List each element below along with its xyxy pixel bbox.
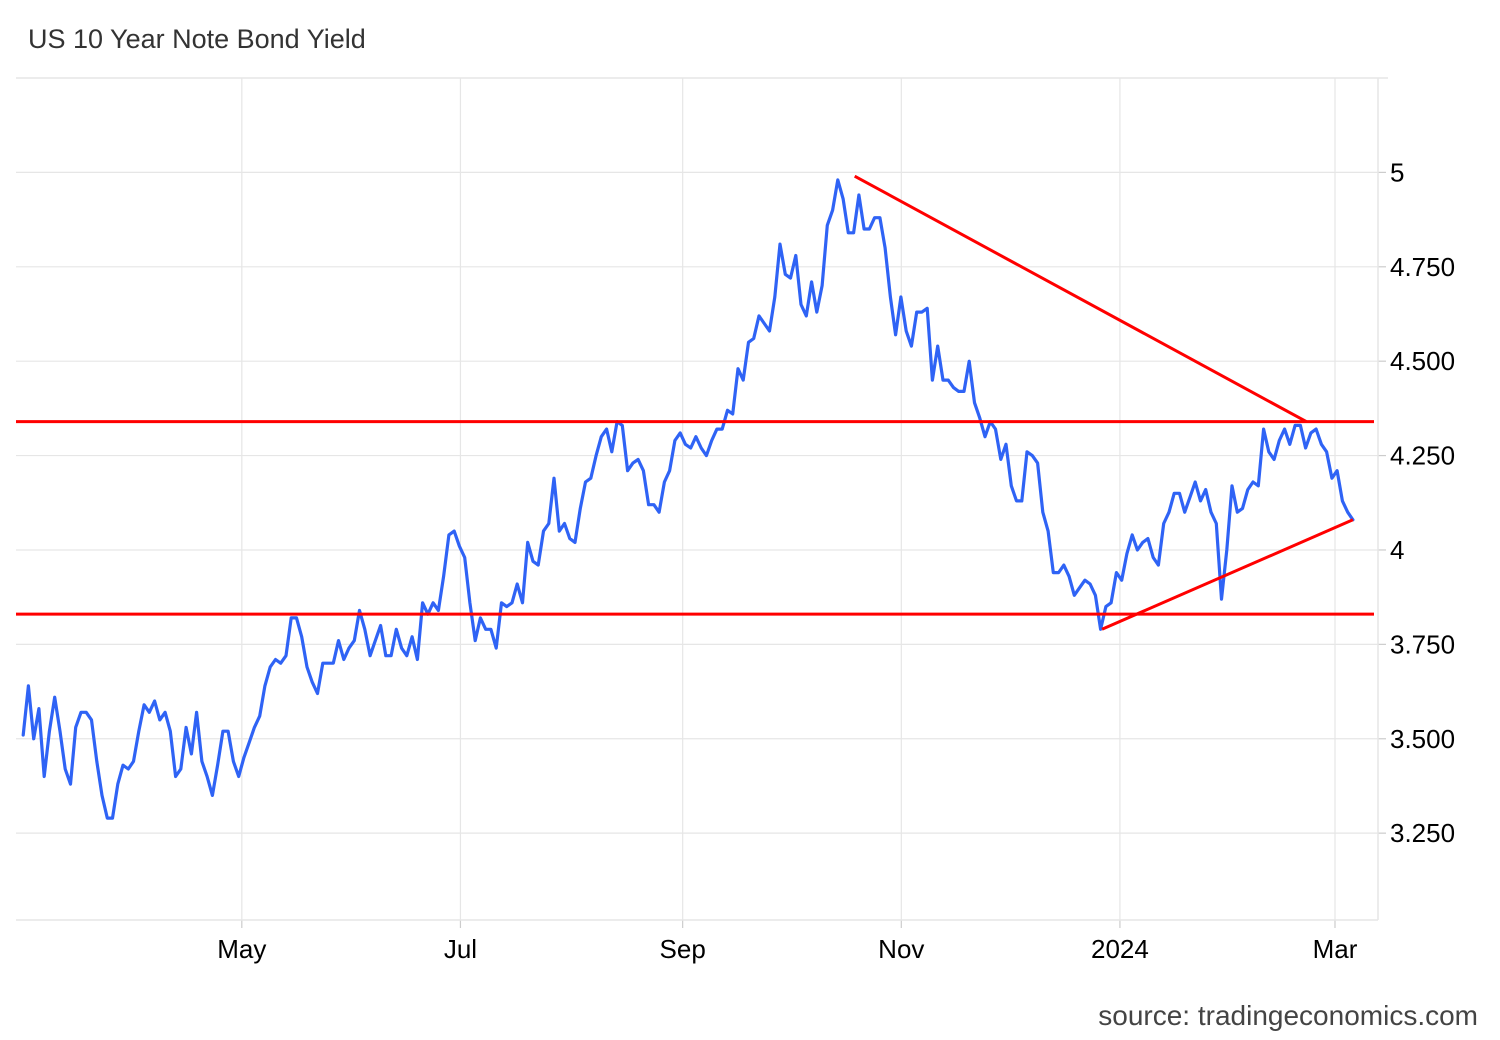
- yield-series-line: [21, 178, 1355, 820]
- gridlines: [16, 78, 1386, 928]
- trendline: [853, 174, 1308, 423]
- trendline: [1101, 518, 1354, 631]
- y-tick-label: 4.500: [1390, 346, 1455, 376]
- y-tick-label: 3.750: [1390, 629, 1455, 659]
- y-tick-label: 3.500: [1390, 724, 1455, 754]
- y-tick-label: 4.250: [1390, 441, 1455, 471]
- y-tick-label: 5: [1390, 157, 1404, 187]
- x-tick-label: Sep: [660, 934, 706, 964]
- y-tick-label: 3.250: [1390, 818, 1455, 848]
- x-tick-label: Jul: [444, 934, 477, 964]
- x-tick-label: May: [217, 934, 266, 964]
- chart-title: US 10 Year Note Bond Yield: [28, 24, 366, 54]
- x-tick-label: Mar: [1313, 934, 1358, 964]
- source-credit: source: tradingeconomics.com: [1098, 1000, 1478, 1031]
- x-tick-label: 2024: [1091, 934, 1149, 964]
- annotation-lines: [16, 174, 1374, 631]
- x-tick-label: Nov: [878, 934, 924, 964]
- y-tick-label: 4.750: [1390, 252, 1455, 282]
- x-tick-labels: May Jul Sep Nov 2024 Mar: [217, 934, 1357, 964]
- y-tick-labels: 3.250 3.500 3.750 4 4.250 4.500 4.750 5: [1390, 157, 1455, 848]
- data-series: [21, 178, 1355, 820]
- y-tick-label: 4: [1390, 535, 1404, 565]
- plot-frame: [16, 77, 1388, 921]
